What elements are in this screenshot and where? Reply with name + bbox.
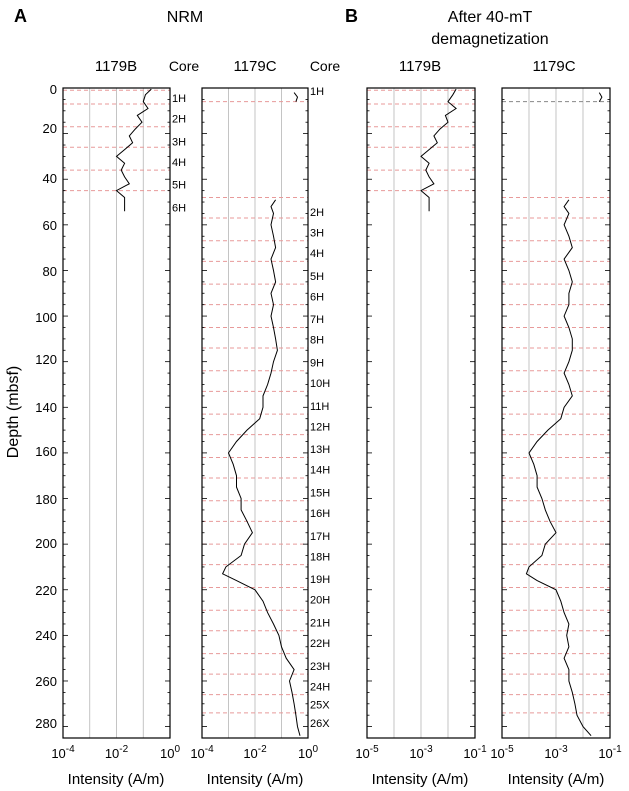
core-label: 9H xyxy=(310,358,324,370)
data-series-line xyxy=(525,92,603,737)
core-label: 16H xyxy=(310,508,330,520)
core-label: 24H xyxy=(310,681,330,693)
core-label: 26X xyxy=(310,718,330,730)
data-series-line xyxy=(115,88,152,212)
core-label: 21H xyxy=(310,618,330,630)
x-tick-label: 10-3 xyxy=(409,744,433,761)
core-label: 6H xyxy=(172,202,186,214)
column-header-1179b-a: 1179B xyxy=(95,58,137,75)
core-label: 5H xyxy=(172,180,186,192)
x-axis-label-3: Intensity (A/m) xyxy=(372,771,469,788)
core-label: 5H xyxy=(310,271,324,283)
core-label: 3H xyxy=(310,228,324,240)
chart-panel-a-1179b: 10-4 10-2 100 1H 2H 3H 4H 5H 6H xyxy=(51,87,186,761)
depth-tick-label: 280 xyxy=(35,716,57,731)
depth-tick-label: 220 xyxy=(35,583,57,598)
panel-b-title-line2: demagnetization xyxy=(431,31,548,48)
core-label: 13H xyxy=(310,444,330,456)
x-tick-label: 10-5 xyxy=(355,744,379,761)
x-tick-label: 10-1 xyxy=(463,744,487,761)
panel-a-letter: A xyxy=(14,6,27,26)
depth-tick-label: 140 xyxy=(35,400,57,415)
core-label: 1H xyxy=(172,93,186,105)
core-label: 2H xyxy=(310,207,324,219)
x-tick-label: 10-3 xyxy=(544,744,568,761)
data-series-line xyxy=(221,92,301,736)
core-label: 22H xyxy=(310,638,330,650)
plot-frame xyxy=(201,87,309,739)
core-label: 1H xyxy=(310,86,324,98)
x-axis-label-2: Intensity (A/m) xyxy=(207,771,304,788)
core-header-a1: Core xyxy=(169,58,200,74)
core-label: 7H xyxy=(310,314,324,326)
core-label: 10H xyxy=(310,378,330,390)
core-label: 3H xyxy=(172,136,186,148)
depth-tick-label: 20 xyxy=(43,121,57,136)
column-header-1179c-b: 1179C xyxy=(532,58,575,75)
plot-frame xyxy=(501,87,611,739)
depth-tick-label: 120 xyxy=(35,352,57,367)
x-tick-label: 10-2 xyxy=(105,744,129,761)
depth-tick-label: 180 xyxy=(35,492,57,507)
x-axis-label-1: Intensity (A/m) xyxy=(68,771,165,788)
depth-tick-label: 200 xyxy=(35,536,57,551)
core-label: 17H xyxy=(310,531,330,543)
plot-frame xyxy=(62,87,171,739)
core-label: 4H xyxy=(310,248,324,260)
core-header-a2: Core xyxy=(310,58,341,74)
core-label: 25X xyxy=(310,700,330,712)
panel-b-letter: B xyxy=(345,6,358,26)
chart-panel-b-1179c: 10-5 10-3 10-1 xyxy=(490,87,622,761)
x-tick-label: 100 xyxy=(298,744,318,761)
panel-a-title: NRM xyxy=(167,9,203,26)
depth-tick-label: 260 xyxy=(35,674,57,689)
data-series-line xyxy=(420,88,457,212)
core-label: 11H xyxy=(310,401,329,413)
x-tick-label: 10-5 xyxy=(490,744,514,761)
depth-tick-label: 160 xyxy=(35,444,57,459)
core-label: 14H xyxy=(310,465,330,477)
depth-tick-label: 60 xyxy=(43,218,57,233)
chart-panel-a-1179c: 10-4 10-2 100 1H 2H 3H 4H 5H 6H 7H 8H 9H 10H 11H 12H 13… xyxy=(190,86,330,761)
depth-tick-label: 40 xyxy=(43,171,57,186)
x-tick-label: 10-1 xyxy=(598,744,622,761)
core-label: 20H xyxy=(310,595,330,607)
plot-frame xyxy=(366,87,476,739)
core-label: 6H xyxy=(310,291,324,303)
core-label: 18H xyxy=(310,551,330,563)
column-header-1179c-a: 1179C xyxy=(233,58,276,75)
depth-tick-label: 0 xyxy=(50,82,57,97)
core-label: 4H xyxy=(172,157,186,169)
chart-panel-b-1179b: 10-5 10-3 10-1 xyxy=(355,87,487,761)
core-label: 8H xyxy=(310,335,324,347)
core-label: 15H xyxy=(310,488,330,500)
x-axis-label-4: Intensity (A/m) xyxy=(508,771,605,788)
panel-b-title-line1: After 40-mT xyxy=(448,9,533,26)
core-label: 2H xyxy=(172,113,186,125)
depth-tick-label: 100 xyxy=(35,310,57,325)
depth-tick-label: 240 xyxy=(35,628,57,643)
column-header-1179b-b: 1179B xyxy=(399,58,441,75)
core-label: 23H xyxy=(310,661,330,673)
x-tick-label: 10-2 xyxy=(243,744,267,761)
y-axis-label: Depth (mbsf) xyxy=(5,366,22,458)
depth-tick-label: 80 xyxy=(43,264,57,279)
x-tick-label: 10-4 xyxy=(190,744,214,761)
x-tick-label: 100 xyxy=(160,744,180,761)
core-label: 19H xyxy=(310,574,330,586)
x-tick-label: 10-4 xyxy=(51,744,75,761)
core-label: 12H xyxy=(310,421,330,433)
